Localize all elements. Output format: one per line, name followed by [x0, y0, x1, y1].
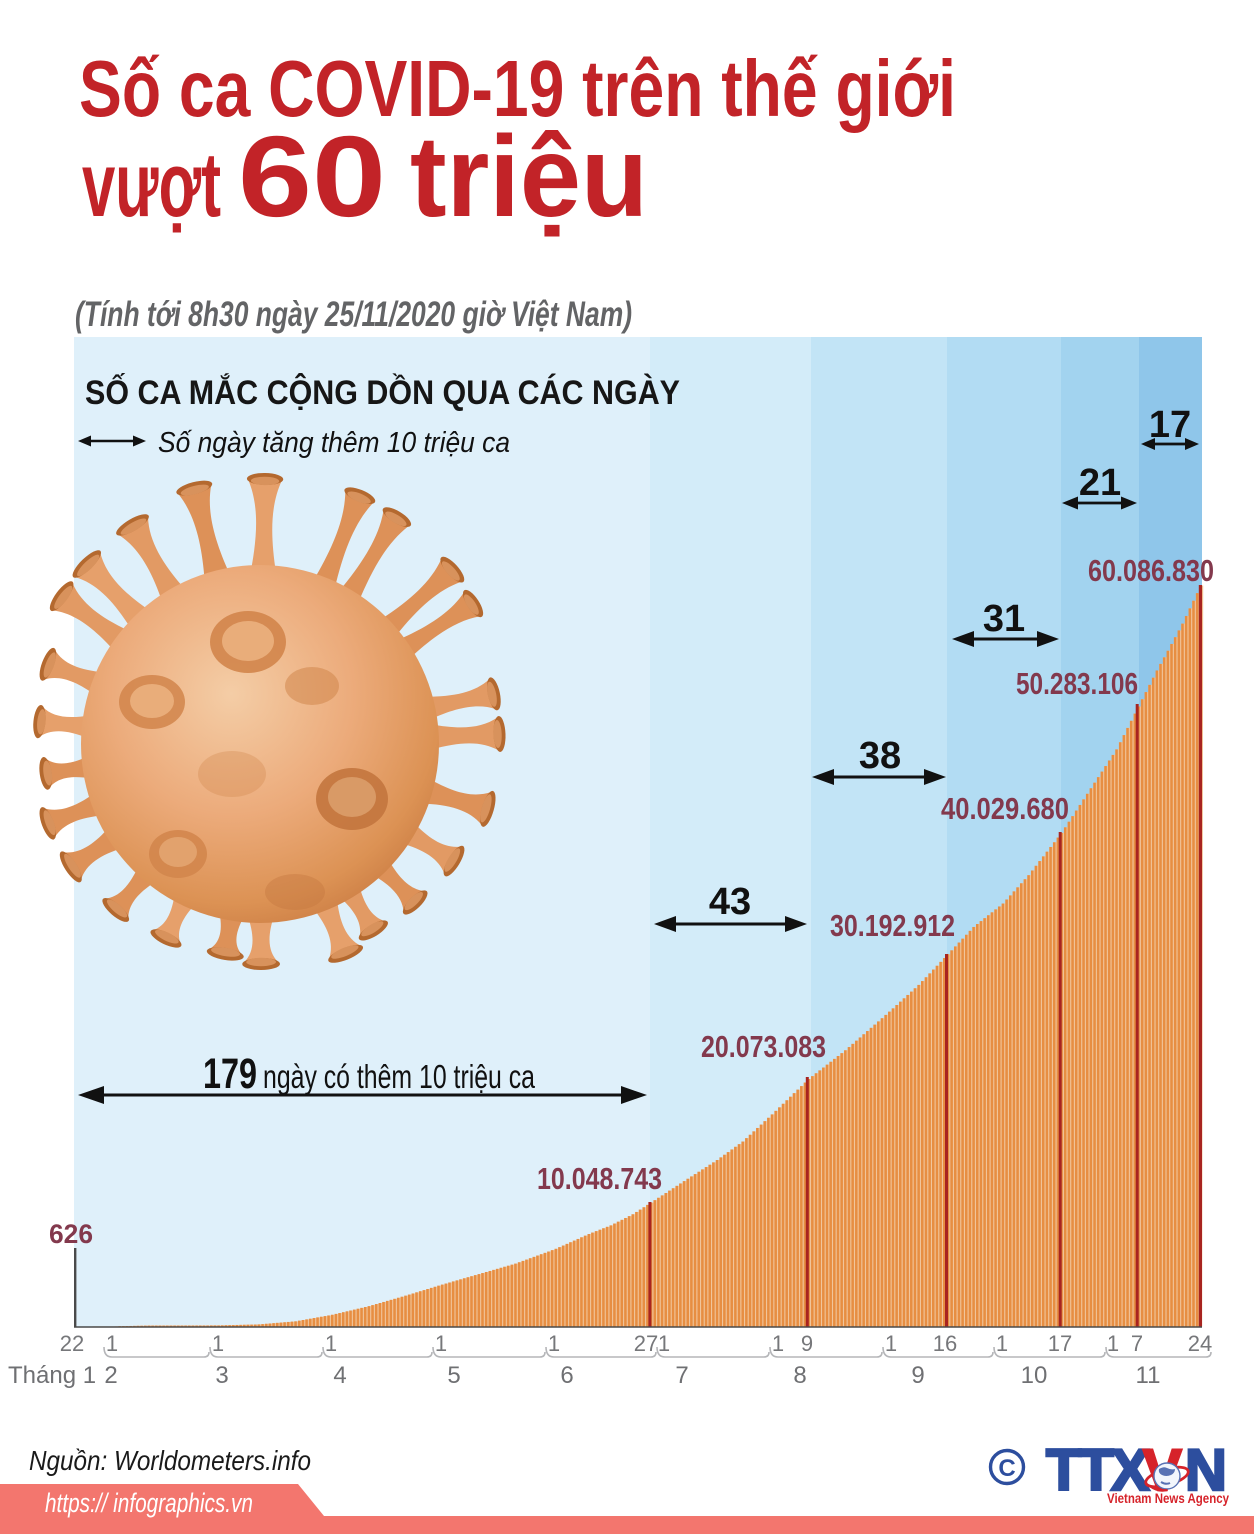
svg-text:626: 626 [49, 1219, 93, 1249]
svg-text:(Tính tới 8h30 ngày 25/11/2020: (Tính tới 8h30 ngày 25/11/2020 giờ Việt … [75, 295, 632, 334]
svg-text:17: 17 [1149, 404, 1191, 446]
svg-text:16: 16 [933, 1331, 957, 1356]
svg-text:38: 38 [859, 735, 901, 777]
svg-text:9: 9 [911, 1362, 924, 1389]
svg-text:6: 6 [560, 1362, 573, 1389]
svg-text:9: 9 [801, 1331, 813, 1356]
svg-text:1: 1 [212, 1331, 224, 1356]
svg-text:https:// infographics.vn: https:// infographics.vn [45, 1488, 253, 1518]
svg-text:10: 10 [1021, 1362, 1048, 1389]
svg-text:vượt: vượt [82, 134, 221, 236]
svg-text:1: 1 [1107, 1331, 1119, 1356]
svg-text:43: 43 [709, 881, 751, 923]
svg-text:SỐ CA MẮC CỘNG DỒN QUA CÁC NGÀ: SỐ CA MẮC CỘNG DỒN QUA CÁC NGÀY [85, 373, 680, 412]
svg-text:1: 1 [772, 1331, 784, 1356]
svg-text:11: 11 [1136, 1362, 1161, 1389]
svg-text:22: 22 [60, 1331, 84, 1356]
svg-text:21: 21 [1079, 462, 1121, 504]
svg-text:30.192.912: 30.192.912 [830, 908, 955, 943]
svg-text:1: 1 [885, 1331, 897, 1356]
svg-text:1: 1 [435, 1331, 447, 1356]
svg-text:1: 1 [106, 1331, 118, 1356]
svg-text:3: 3 [215, 1362, 228, 1389]
svg-text:60.086.830: 60.086.830 [1088, 553, 1214, 588]
svg-text:7: 7 [1131, 1331, 1143, 1356]
svg-text:27: 27 [634, 1331, 658, 1356]
svg-text:50.283.106: 50.283.106 [1016, 666, 1138, 701]
svg-text:40.029.680: 40.029.680 [941, 791, 1069, 826]
svg-text:1: 1 [548, 1331, 560, 1356]
svg-text:10.048.743: 10.048.743 [537, 1161, 662, 1196]
svg-text:1: 1 [658, 1331, 670, 1356]
svg-text:Số ngày tăng thêm 10 triệu ca: Số ngày tăng thêm 10 triệu ca [158, 427, 510, 459]
svg-text:4: 4 [333, 1362, 346, 1389]
svg-text:Nguồn: Worldometers.info: Nguồn: Worldometers.info [29, 1445, 311, 1476]
svg-text:C: C [998, 1455, 1015, 1482]
svg-text:60: 60 [238, 113, 386, 241]
svg-text:8: 8 [793, 1362, 806, 1389]
svg-text:Tháng 1: Tháng 1 [8, 1362, 96, 1389]
svg-text:20.073.083: 20.073.083 [701, 1029, 826, 1064]
svg-text:Vietnam News Agency: Vietnam News Agency [1107, 1491, 1229, 1506]
svg-text:2: 2 [104, 1362, 117, 1389]
svg-text:179: 179 [203, 1050, 257, 1098]
svg-text:7: 7 [675, 1362, 688, 1389]
svg-text:ngày có thêm 10 triệu ca: ngày có thêm 10 triệu ca [263, 1058, 535, 1095]
svg-text:17: 17 [1048, 1331, 1072, 1356]
svg-text:1: 1 [996, 1331, 1008, 1356]
svg-text:24: 24 [1188, 1331, 1212, 1356]
svg-text:31: 31 [983, 598, 1025, 640]
svg-text:triệu: triệu [410, 113, 648, 241]
svg-text:1: 1 [325, 1331, 337, 1356]
svg-text:5: 5 [447, 1362, 460, 1389]
